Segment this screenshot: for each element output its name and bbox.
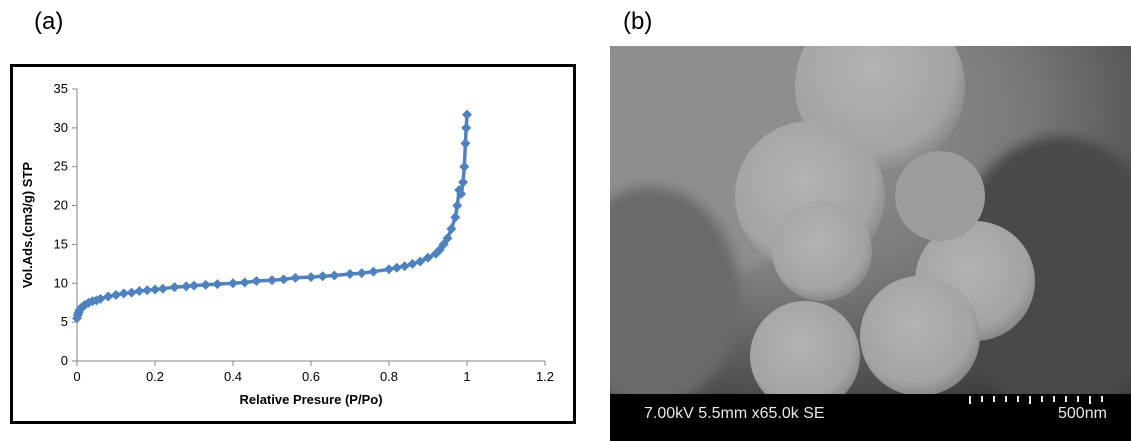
data-point — [450, 212, 461, 223]
data-point — [423, 252, 433, 263]
x-tick-label: 1.2 — [536, 369, 554, 384]
data-point — [356, 268, 367, 279]
data-point — [407, 258, 418, 269]
sem-blur-region — [610, 186, 740, 406]
series-line — [75, 114, 469, 319]
y-tick-label: 0 — [61, 353, 68, 368]
panel-label-b: (b) — [623, 8, 653, 35]
y-axis-label: Vol.Ads.(cm3/g) STP — [20, 162, 35, 288]
data-point — [306, 272, 316, 283]
data-point — [368, 266, 379, 277]
data-point — [329, 270, 340, 281]
data-point — [442, 233, 453, 244]
adsorption-chart: 0 5 10 15 20 25 30 35 0 0.2 0.4 0.6 0.8 1 1.2 Relative … — [10, 64, 576, 424]
data-point — [150, 284, 160, 295]
x-axis-label: Relative Presure (P/Po) — [239, 392, 382, 407]
x-tick-label: 1 — [463, 369, 470, 384]
sem-micrograph: 7.00kV 5.5mm x65.0k SE 500nm — [610, 46, 1131, 441]
data-point — [267, 275, 277, 286]
y-tick-label: 5 — [61, 314, 68, 329]
data-point — [157, 283, 168, 294]
data-point — [456, 188, 467, 199]
chart-svg: 0 5 10 15 20 25 30 35 0 0.2 0.4 0.6 0.8 1 1.2 Relative … — [20, 81, 554, 407]
y-tick-label: 10 — [54, 275, 68, 290]
y-tick-label: 25 — [54, 159, 68, 174]
data-point — [317, 271, 328, 282]
data-point — [459, 161, 470, 172]
sem-sphere — [860, 276, 980, 396]
data-point — [142, 285, 153, 296]
data-point — [228, 278, 238, 289]
y-tick-label: 35 — [54, 81, 68, 96]
data-point — [181, 281, 192, 292]
data-point — [345, 268, 355, 279]
panel-label-a: (a) — [34, 8, 64, 35]
data-point — [169, 282, 180, 293]
x-tick-label: 0 — [73, 369, 80, 384]
data-point — [200, 279, 211, 290]
x-tick-label: 0.8 — [380, 369, 398, 384]
data-point — [384, 264, 394, 275]
sem-sphere — [772, 201, 872, 301]
data-point — [399, 261, 410, 272]
data-point — [251, 275, 262, 286]
data-point — [95, 293, 106, 304]
data-point — [446, 223, 457, 234]
sem-parameters: 7.00kV 5.5mm x65.0k SE — [644, 405, 825, 422]
sem-scale-label: 500nm — [1058, 405, 1107, 422]
data-point — [462, 109, 472, 120]
data-point — [111, 289, 121, 300]
data-point — [391, 262, 402, 273]
data-point — [278, 274, 289, 285]
sem-sphere — [750, 301, 860, 411]
y-tick-label: 15 — [54, 236, 68, 251]
x-tick-label: 0.6 — [302, 369, 320, 384]
data-point — [126, 287, 137, 298]
data-point — [118, 288, 129, 299]
y-tick-label: 30 — [54, 120, 68, 135]
sem-blur-region — [950, 136, 1131, 416]
data-point — [458, 177, 469, 188]
x-tick-label: 0.2 — [146, 369, 164, 384]
data-point — [415, 256, 426, 267]
data-point — [103, 291, 114, 302]
data-point — [239, 277, 250, 288]
data-point — [461, 122, 472, 133]
data-point — [189, 280, 199, 291]
sem-scale-bar — [969, 396, 1103, 404]
data-point — [438, 239, 449, 250]
data-point — [212, 279, 223, 290]
sem-info-bar: 7.00kV 5.5mm x65.0k SE 500nm — [610, 394, 1131, 441]
data-point — [134, 286, 145, 297]
data-point — [452, 200, 463, 211]
data-point — [290, 272, 301, 283]
sem-sphere — [895, 151, 985, 241]
data-point — [460, 138, 471, 149]
x-tick-label: 0.4 — [224, 369, 242, 384]
sem-image — [610, 46, 1131, 416]
y-tick-label: 20 — [54, 198, 68, 213]
